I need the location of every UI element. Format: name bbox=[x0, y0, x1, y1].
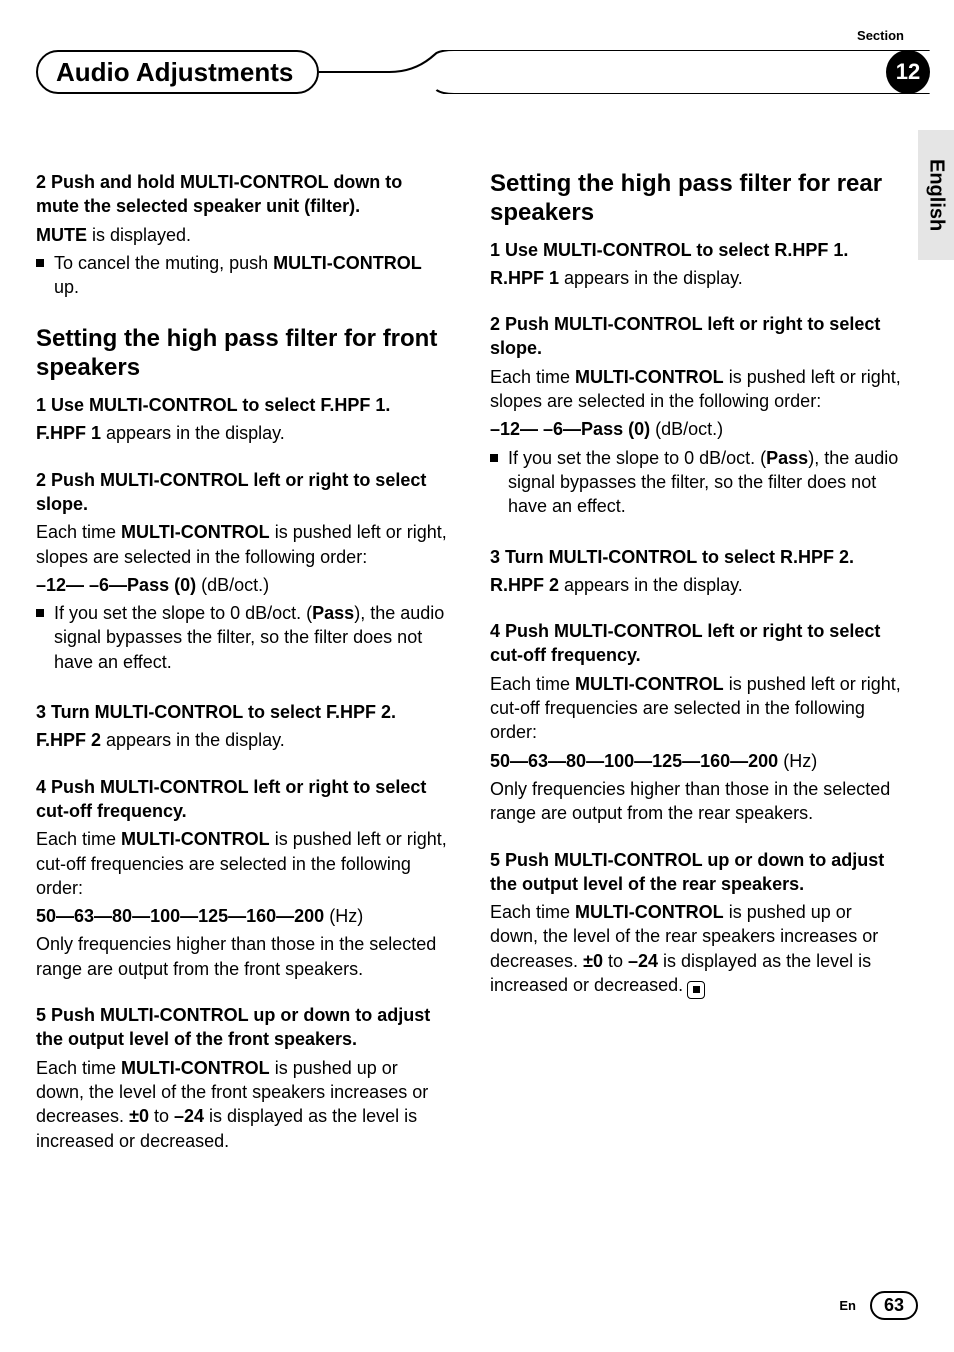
end-icon bbox=[687, 981, 705, 999]
step-head: 4 Push MULTI-CONTROL left or right to se… bbox=[490, 619, 904, 668]
section-label: Section bbox=[857, 28, 904, 43]
step-head: 2 Push and hold MULTI-CONTROL down to mu… bbox=[36, 170, 450, 219]
step-f5: 5 Push MULTI-CONTROL up or down to adjus… bbox=[36, 1003, 450, 1153]
language-tab-text: English bbox=[925, 159, 948, 231]
step-seq: –12— –6—Pass (0) (dB/oct.) bbox=[36, 573, 450, 597]
step-seq: –12— –6—Pass (0) (dB/oct.) bbox=[490, 417, 904, 441]
step-body: MUTE is displayed. bbox=[36, 223, 450, 247]
step-head: 3 Turn MULTI-CONTROL to select R.HPF 2. bbox=[490, 545, 904, 569]
left-column: 2 Push and hold MULTI-CONTROL down to mu… bbox=[36, 170, 450, 1175]
step-head: 2 Push MULTI-CONTROL left or right to se… bbox=[490, 312, 904, 361]
step-tail: Only frequencies higher than those in th… bbox=[490, 777, 904, 826]
step-body: R.HPF 1 appears in the display. bbox=[490, 266, 904, 290]
content-area: 2 Push and hold MULTI-CONTROL down to mu… bbox=[0, 90, 954, 1175]
front-hpf-heading: Setting the high pass filter for front s… bbox=[36, 325, 450, 383]
bullet-item: If you set the slope to 0 dB/oct. (Pass)… bbox=[36, 601, 450, 678]
step-f4: 4 Push MULTI-CONTROL left or right to se… bbox=[36, 775, 450, 981]
page-footer: En 63 bbox=[839, 1291, 918, 1320]
rear-hpf-heading: Setting the high pass filter for rear sp… bbox=[490, 170, 904, 228]
step-r4: 4 Push MULTI-CONTROL left or right to se… bbox=[490, 619, 904, 825]
step-tail: Only frequencies higher than those in th… bbox=[36, 932, 450, 981]
page-header: Section Audio Adjustments 12 bbox=[0, 0, 954, 90]
bullet-text: If you set the slope to 0 dB/oct. (Pass)… bbox=[54, 601, 450, 674]
step-body: R.HPF 2 appears in the display. bbox=[490, 573, 904, 597]
step-head: 1 Use MULTI-CONTROL to select F.HPF 1. bbox=[36, 393, 450, 417]
chapter-title: Audio Adjustments bbox=[56, 57, 293, 88]
footer-lang: En bbox=[839, 1298, 856, 1313]
bullet-text: To cancel the muting, push MULTI-CONTROL… bbox=[54, 251, 450, 300]
step-r3: 3 Turn MULTI-CONTROL to select R.HPF 2. … bbox=[490, 545, 904, 598]
bullet-text: If you set the slope to 0 dB/oct. (Pass)… bbox=[508, 446, 904, 519]
bullet-icon bbox=[36, 259, 44, 267]
step-r5: 5 Push MULTI-CONTROL up or down to adjus… bbox=[490, 848, 904, 999]
step-body: F.HPF 1 appears in the display. bbox=[36, 421, 450, 445]
step-head: 4 Push MULTI-CONTROL left or right to se… bbox=[36, 775, 450, 824]
bullet-icon bbox=[490, 454, 498, 462]
step-body: Each time MULTI-CONTROL is pushed up or … bbox=[490, 900, 904, 998]
bullet-item: If you set the slope to 0 dB/oct. (Pass)… bbox=[490, 446, 904, 523]
step-body: Each time MULTI-CONTROL is pushed left o… bbox=[490, 365, 904, 414]
step-f3: 3 Turn MULTI-CONTROL to select F.HPF 2. … bbox=[36, 700, 450, 753]
step-r2: 2 Push MULTI-CONTROL left or right to se… bbox=[490, 312, 904, 522]
step-head: 2 Push MULTI-CONTROL left or right to se… bbox=[36, 468, 450, 517]
step-head: 1 Use MULTI-CONTROL to select R.HPF 1. bbox=[490, 238, 904, 262]
step-head: 5 Push MULTI-CONTROL up or down to adjus… bbox=[490, 848, 904, 897]
step-body: Each time MULTI-CONTROL is pushed left o… bbox=[36, 827, 450, 900]
step-seq: 50—63—80—100—125—160—200 (Hz) bbox=[36, 904, 450, 928]
header-divider bbox=[319, 50, 930, 94]
step-r1: 1 Use MULTI-CONTROL to select R.HPF 1. R… bbox=[490, 238, 904, 291]
bullet-item: To cancel the muting, push MULTI-CONTROL… bbox=[36, 251, 450, 304]
step-seq: 50—63—80—100—125—160—200 (Hz) bbox=[490, 749, 904, 773]
step-f1: 1 Use MULTI-CONTROL to select F.HPF 1. F… bbox=[36, 393, 450, 446]
chapter-pill: Audio Adjustments bbox=[36, 50, 319, 94]
step-head: 5 Push MULTI-CONTROL up or down to adjus… bbox=[36, 1003, 450, 1052]
step-head: 3 Turn MULTI-CONTROL to select F.HPF 2. bbox=[36, 700, 450, 724]
step-mute: 2 Push and hold MULTI-CONTROL down to mu… bbox=[36, 170, 450, 303]
step-body: Each time MULTI-CONTROL is pushed up or … bbox=[36, 1056, 450, 1153]
step-body: Each time MULTI-CONTROL is pushed left o… bbox=[36, 520, 450, 569]
language-tab: English bbox=[918, 130, 954, 260]
step-body: Each time MULTI-CONTROL is pushed left o… bbox=[490, 672, 904, 745]
page-number: 63 bbox=[870, 1291, 918, 1320]
bullet-icon bbox=[36, 609, 44, 617]
right-column: Setting the high pass filter for rear sp… bbox=[490, 170, 904, 1175]
section-number-badge: 12 bbox=[886, 50, 930, 94]
header-row: Audio Adjustments bbox=[36, 50, 930, 94]
step-f2: 2 Push MULTI-CONTROL left or right to se… bbox=[36, 468, 450, 678]
step-body: F.HPF 2 appears in the display. bbox=[36, 728, 450, 752]
